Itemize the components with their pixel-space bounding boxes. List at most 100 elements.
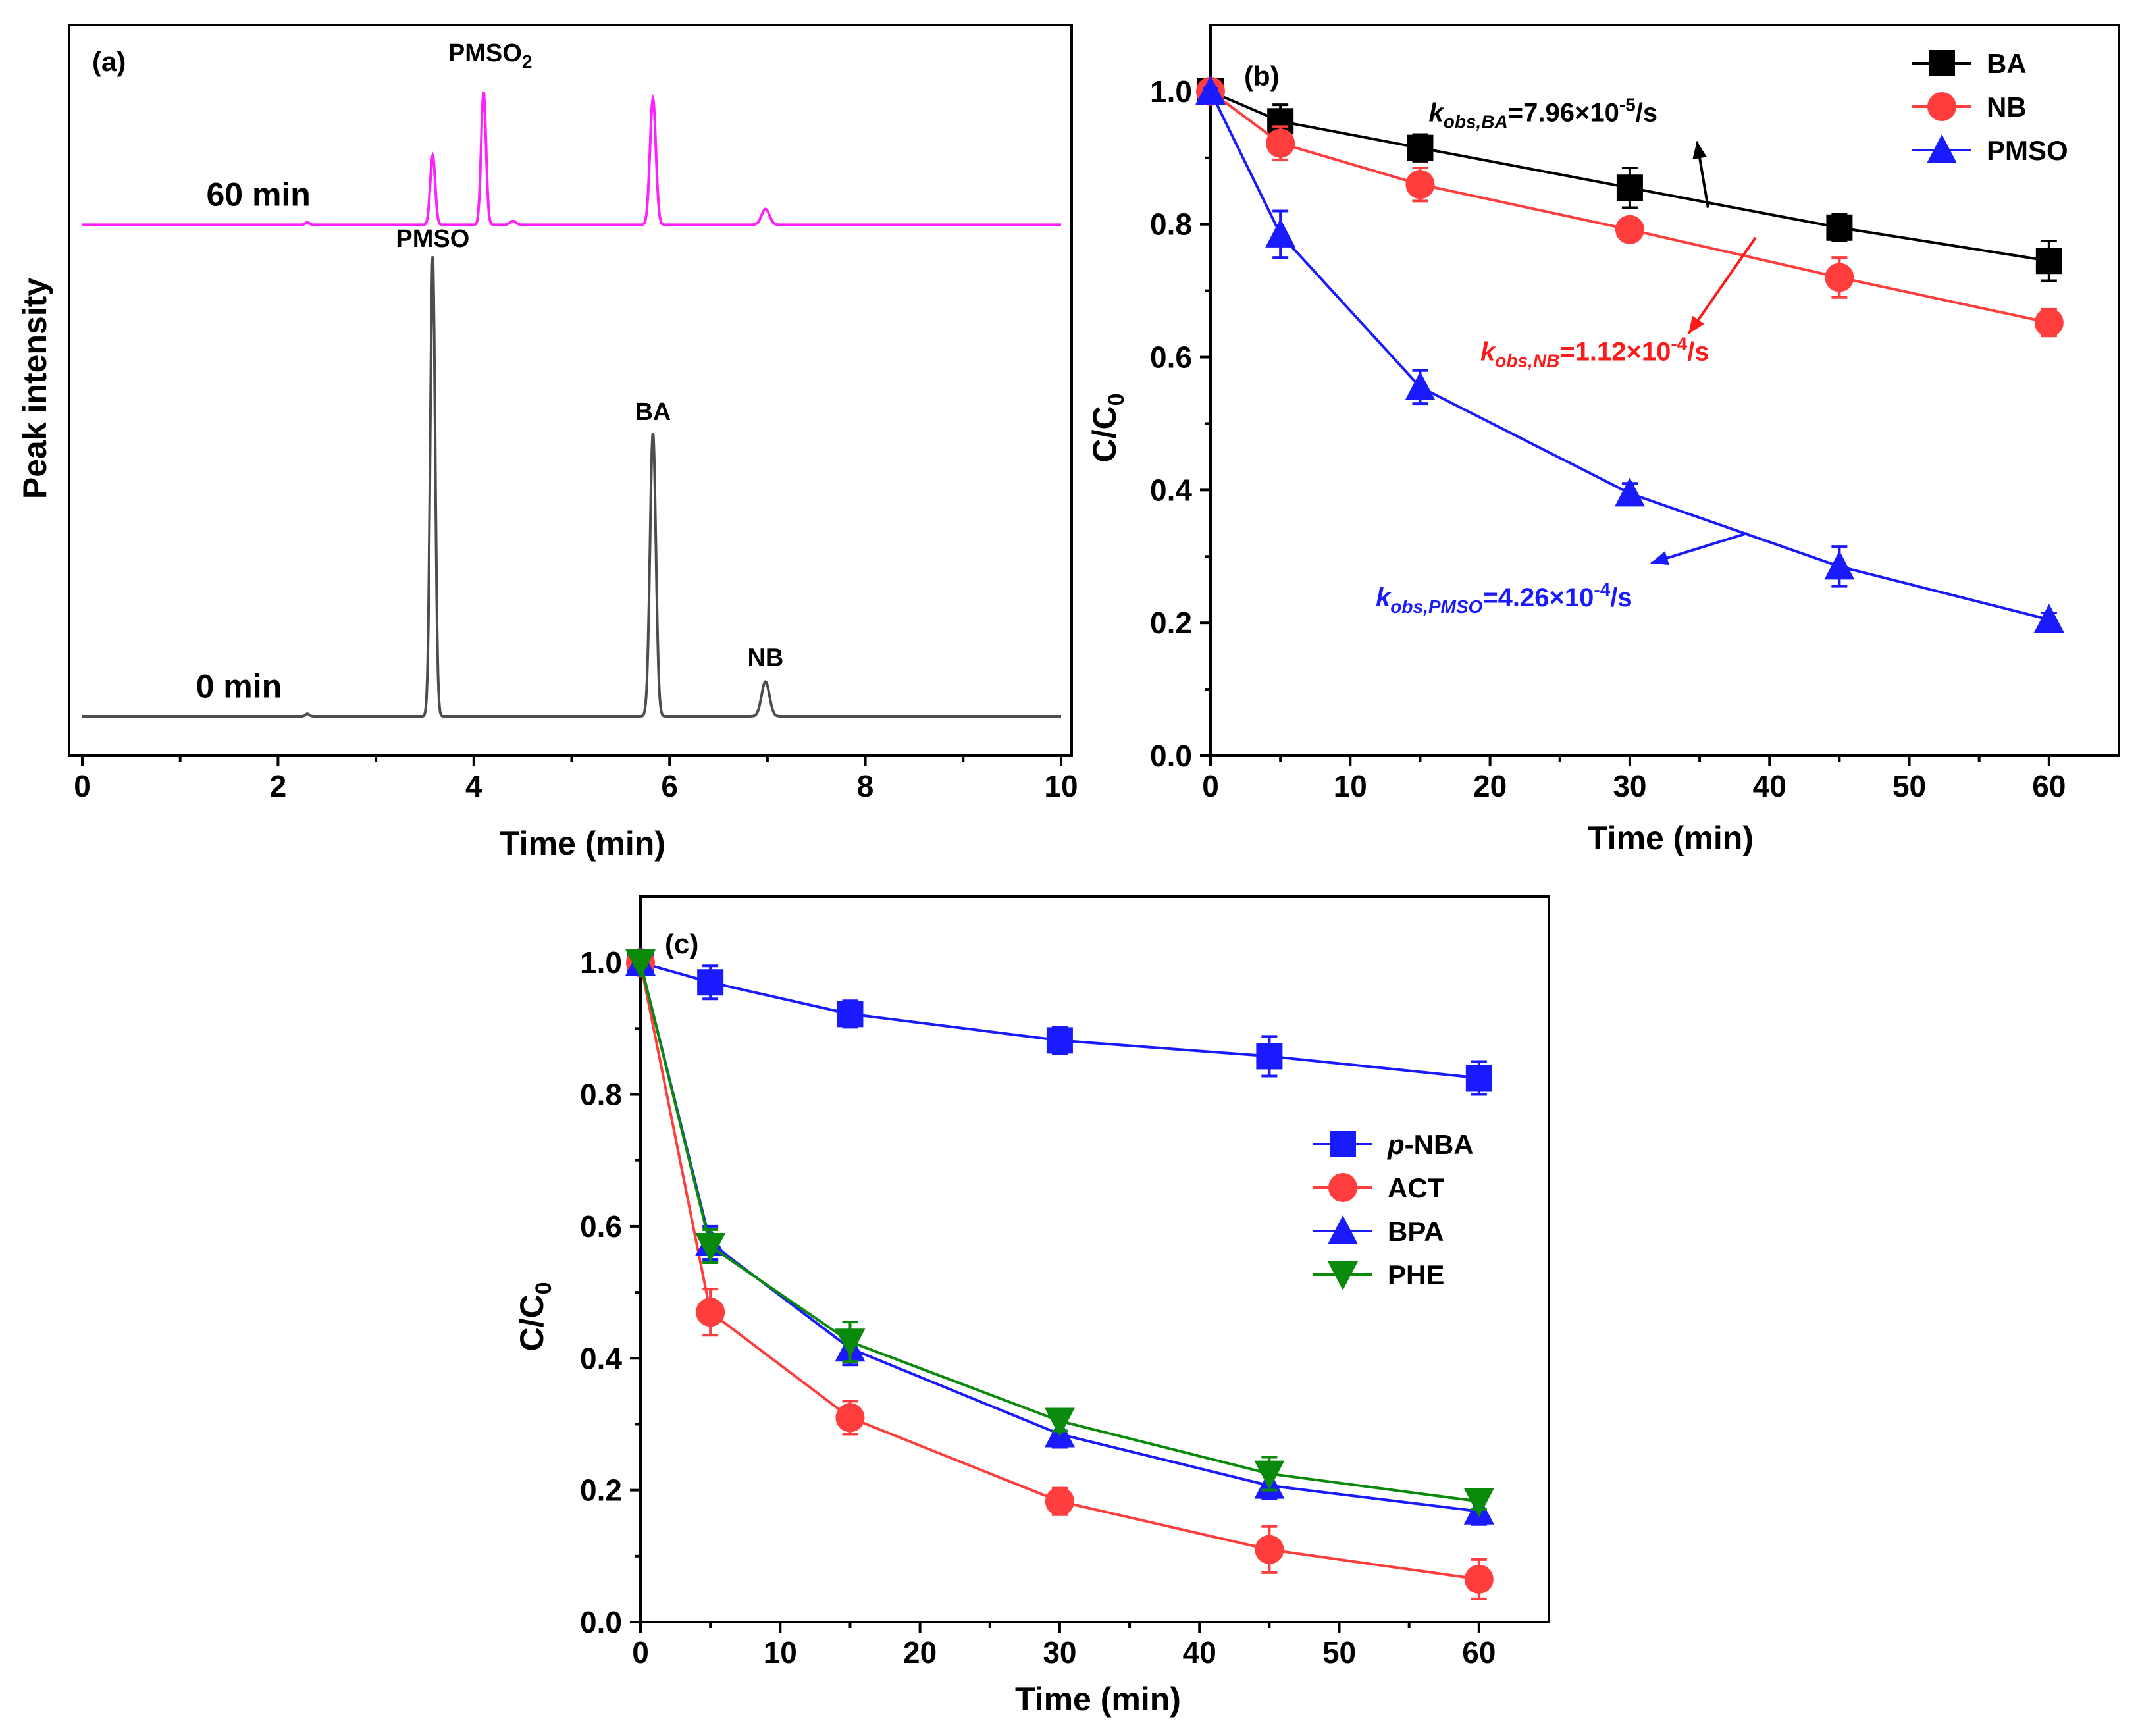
panel-b-y-tick-label-0.0: 0.0 <box>1150 739 1192 773</box>
panel-c-series <box>625 947 1494 1600</box>
panel-b-point-pmso-45 <box>1824 550 1855 580</box>
annotation-sub: obs,NB <box>1495 351 1559 371</box>
panel-a-label: (a) <box>92 46 126 77</box>
panel-b-point-pmso-0 <box>1195 75 1226 105</box>
panel-a-traces <box>82 92 1061 718</box>
panel-c-point-act-30 <box>1045 1486 1074 1516</box>
panel-c-point-act-45 <box>1255 1535 1284 1564</box>
panel-a-peak-label-pmso: PMSO <box>396 225 469 253</box>
legend-marker-pmso <box>1927 134 1957 163</box>
panel-b-x-tick-label-40: 40 <box>1753 769 1786 803</box>
panel-a-pmso2-main: PMSO <box>448 39 522 67</box>
annotation-exponent: -5 <box>1619 94 1636 115</box>
panel-a-trace-0 <box>82 92 1061 226</box>
annotation-k: k <box>1480 338 1496 367</box>
panel-c-x-tick-label-0: 0 <box>632 1635 649 1670</box>
panel-c-series-p-nba <box>627 949 1492 1096</box>
panel-b-x-tick-label-60: 60 <box>2032 769 2066 803</box>
panel-a-x-title: Time (min) <box>500 825 665 862</box>
panel-c-x-tick-label-40: 40 <box>1183 1635 1216 1670</box>
legend-marker-bpa <box>1328 1215 1358 1244</box>
panel-c-point-phe-60 <box>1463 1488 1494 1517</box>
panel-c-point-p-nba-45 <box>1256 1043 1283 1070</box>
panel-b-rate-annotation-0: kobs,BA=7.96×10-5/s <box>1429 94 1658 132</box>
annotation-unit: /s <box>1687 338 1709 367</box>
legend-label-pmso: PMSO <box>1987 135 2068 166</box>
panel-b-point-ba-45 <box>1826 214 1853 241</box>
panel-c-point-act-15 <box>835 1403 865 1433</box>
panel-c-point-act-5 <box>696 1298 725 1327</box>
panel-c-y-tick-label-0.2: 0.2 <box>580 1473 622 1508</box>
panel-c-series-phe <box>625 949 1494 1517</box>
panel-b-point-pmso-30 <box>1614 477 1645 507</box>
panel-c-point-p-nba-5 <box>697 969 724 996</box>
panel-b-degradation: 0 10 20 30 40 50 600.00.20.40.60.81.0 kobs,BA=… <box>1086 24 2120 856</box>
panel-b-arrowhead-2 <box>1650 551 1669 566</box>
panel-b-x-tick-label-30: 30 <box>1613 769 1646 803</box>
panel-b-point-nb-15 <box>1405 170 1435 199</box>
legend-label-phe: PHE <box>1388 1259 1444 1290</box>
panel-c-y-tick-label-0.0: 0.0 <box>580 1605 622 1639</box>
panel-b-line-nb <box>1209 90 2050 325</box>
panel-c-x-tick-label-30: 30 <box>1043 1635 1076 1670</box>
panel-b-point-nb-30 <box>1615 215 1644 244</box>
panel-b-arrowhead-1 <box>1688 315 1704 334</box>
panel-b-axis-ticks: 0 10 20 30 40 50 60 0.0 0.2 0.4 0.6 0.8 1.0 <box>1150 74 2066 803</box>
panel-b-x-tick-label-50: 50 <box>1892 769 1926 803</box>
panel-c-point-p-nba-15 <box>837 1001 864 1028</box>
panel-a-trace-1 <box>82 256 1061 718</box>
legend-label-p-nba: p-NBA <box>1387 1129 1474 1160</box>
panel-b-y-tick-label-0.4: 0.4 <box>1150 473 1192 507</box>
panel-b-arrowhead-0 <box>1692 141 1707 160</box>
panel-b-rate-annotation-2: kobs,PMSO=4.26×10-4/s <box>1376 579 1632 617</box>
panel-c-point-phe-0 <box>625 949 656 979</box>
panel-c-x-tick-label-20: 20 <box>903 1635 937 1670</box>
legend-marker-p-nba <box>1330 1131 1356 1157</box>
legend-label-italic: p <box>1387 1129 1405 1160</box>
annotation-value: =1.12×10 <box>1559 338 1671 367</box>
panel-c-point-phe-45 <box>1254 1460 1285 1490</box>
panel-a-pmso2-sub: 2 <box>522 51 533 72</box>
panel-b-y-tick-label-1.0: 1.0 <box>1150 74 1192 109</box>
panel-c-y-tick-label-0.6: 0.6 <box>580 1209 622 1244</box>
annotation-exponent: -4 <box>1594 579 1610 600</box>
panel-c-point-p-nba-60 <box>1465 1065 1492 1092</box>
panel-c-degradation: 0 10 20 30 40 50 60 0.0 0.2 0.4 0.6 0.8 1.0 p-NBA ACT… <box>513 895 1550 1718</box>
legend-label-nb: NB <box>1987 92 2027 122</box>
panel-a-x-tick-label-8: 8 <box>857 769 874 803</box>
legend-label-rest: -NBA <box>1405 1129 1474 1160</box>
panel-c-x-tick-label-10: 10 <box>764 1635 797 1670</box>
panel-c-axis-ticks: 0 10 20 30 40 50 60 0.0 0.2 0.4 0.6 0.8 1.0 <box>580 945 1496 1670</box>
panel-b-y-tick-label-0.8: 0.8 <box>1150 207 1192 242</box>
panel-c-y-title: C/C0 <box>513 1282 556 1351</box>
panel-c-point-phe-30 <box>1044 1407 1075 1437</box>
panel-b-point-nb-5 <box>1266 128 1295 158</box>
panel-c-line-phe <box>639 962 1480 1503</box>
annotation-unit: /s <box>1610 583 1632 612</box>
panel-b-point-ba-15 <box>1407 134 1434 161</box>
legend-label-ba: BA <box>1987 48 2027 79</box>
annotation-k: k <box>1376 583 1392 612</box>
annotation-value: =7.96×10 <box>1508 98 1619 127</box>
panel-c-frame <box>639 895 1550 1623</box>
panel-b-arrow-1 <box>1687 236 1757 335</box>
panel-c-x-tick-label-60: 60 <box>1462 1635 1496 1670</box>
panel-c-y-title-main: C/C <box>513 1294 550 1351</box>
panel-c-y-title-sub: 0 <box>531 1282 556 1294</box>
panel-b-line-pmso <box>1209 91 2050 621</box>
panel-b-point-pmso-60 <box>2033 604 2064 633</box>
legend-marker-phe <box>1328 1261 1358 1290</box>
legend-marker-nb <box>1927 92 1956 121</box>
panel-c-point-p-nba-30 <box>1046 1027 1073 1054</box>
panel-b-y-title-sub: 0 <box>1104 393 1129 406</box>
panel-b-y-title: C/C0 <box>1086 393 1129 462</box>
panel-c-point-phe-5 <box>695 1232 726 1262</box>
panel-b-y-tick-label-0.6: 0.6 <box>1150 340 1192 375</box>
panel-b-annotations: kobs,BA=7.96×10-5/skobs,NB=1.12×10-4/sko… <box>1376 94 1757 617</box>
panel-b-frame <box>1209 24 2120 757</box>
panel-b-x-tick-label-0: 0 <box>1202 769 1219 803</box>
panel-a-frame <box>68 24 1073 757</box>
